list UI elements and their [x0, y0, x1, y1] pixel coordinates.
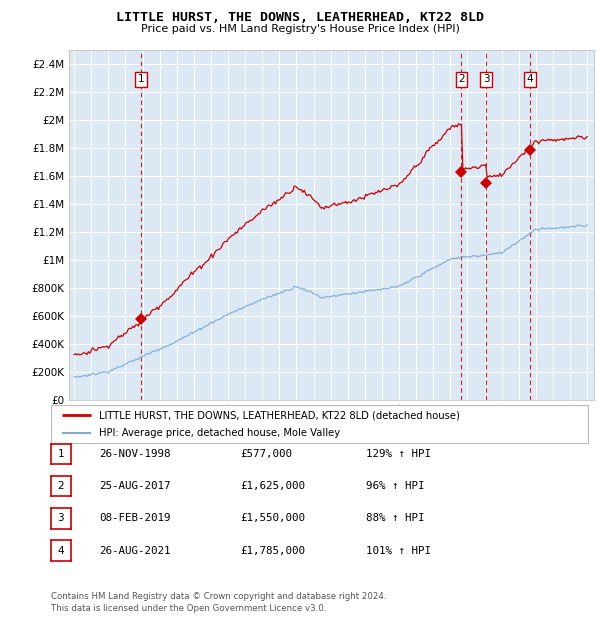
Text: 08-FEB-2019: 08-FEB-2019	[99, 513, 170, 523]
Text: 3: 3	[58, 513, 64, 523]
Text: 26-NOV-1998: 26-NOV-1998	[99, 449, 170, 459]
Text: 2: 2	[58, 481, 64, 491]
Text: £1,625,000: £1,625,000	[240, 481, 305, 491]
Text: HPI: Average price, detached house, Mole Valley: HPI: Average price, detached house, Mole…	[100, 428, 340, 438]
Text: 88% ↑ HPI: 88% ↑ HPI	[366, 513, 425, 523]
Text: 1: 1	[58, 449, 64, 459]
Text: £577,000: £577,000	[240, 449, 292, 459]
Text: £1,785,000: £1,785,000	[240, 546, 305, 556]
Text: Price paid vs. HM Land Registry's House Price Index (HPI): Price paid vs. HM Land Registry's House …	[140, 24, 460, 33]
Text: LITTLE HURST, THE DOWNS, LEATHERHEAD, KT22 8LD: LITTLE HURST, THE DOWNS, LEATHERHEAD, KT…	[116, 11, 484, 24]
Text: 4: 4	[58, 546, 64, 556]
Text: £1,550,000: £1,550,000	[240, 513, 305, 523]
Text: 25-AUG-2017: 25-AUG-2017	[99, 481, 170, 491]
Text: 26-AUG-2021: 26-AUG-2021	[99, 546, 170, 556]
Text: 101% ↑ HPI: 101% ↑ HPI	[366, 546, 431, 556]
Text: 1: 1	[137, 74, 144, 84]
Text: 2: 2	[458, 74, 465, 84]
Text: LITTLE HURST, THE DOWNS, LEATHERHEAD, KT22 8LD (detached house): LITTLE HURST, THE DOWNS, LEATHERHEAD, KT…	[100, 410, 460, 420]
Text: 96% ↑ HPI: 96% ↑ HPI	[366, 481, 425, 491]
Text: 4: 4	[527, 74, 533, 84]
Text: Contains HM Land Registry data © Crown copyright and database right 2024.: Contains HM Land Registry data © Crown c…	[51, 592, 386, 601]
Text: This data is licensed under the Open Government Licence v3.0.: This data is licensed under the Open Gov…	[51, 603, 326, 613]
Text: 3: 3	[483, 74, 490, 84]
Text: 129% ↑ HPI: 129% ↑ HPI	[366, 449, 431, 459]
